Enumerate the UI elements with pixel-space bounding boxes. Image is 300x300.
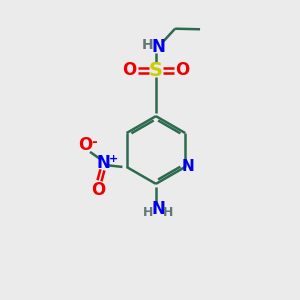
Text: H: H: [142, 206, 153, 219]
Text: -: -: [92, 135, 97, 149]
Text: N: N: [181, 159, 194, 174]
Text: H: H: [142, 38, 154, 52]
Text: +: +: [109, 154, 118, 164]
Text: O: O: [78, 136, 92, 154]
Text: O: O: [123, 61, 137, 80]
Text: O: O: [91, 181, 105, 199]
Text: N: N: [97, 154, 111, 172]
Text: N: N: [151, 200, 165, 218]
Text: S: S: [149, 61, 163, 80]
Text: H: H: [163, 206, 173, 219]
Text: O: O: [175, 61, 189, 80]
Text: N: N: [152, 38, 166, 56]
